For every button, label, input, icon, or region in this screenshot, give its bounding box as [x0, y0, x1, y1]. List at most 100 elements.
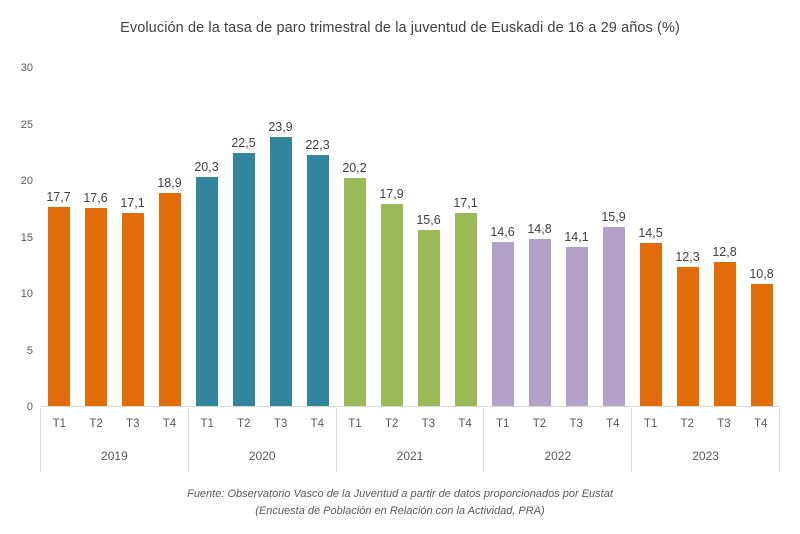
bar-value-label: 12,3: [675, 250, 700, 265]
bar-value-label: 17,9: [379, 187, 404, 202]
bar-group-2019: 17,7 17,6 17,1 18,9: [40, 68, 188, 406]
x-axis: T1 T2 T3 T4 2019 T1 T2 T3 T4 2020 T1 T2 T3 T4 2021 T1 T2…: [40, 408, 780, 472]
bar-value-label: 17,7: [46, 189, 71, 204]
bar-2022-T3: [565, 247, 588, 406]
quarter-label: T4: [310, 418, 324, 430]
x-axis-group-2020: T1 T2 T3 T4 2020: [187, 408, 336, 472]
bar-value-label: 14,1: [564, 230, 589, 245]
y-axis: 0 5 10 15 20 25 30: [0, 62, 33, 413]
bar-slot-2022-T2: 14,8: [521, 68, 558, 406]
bar-slot-2020-T4: 22,3: [299, 68, 336, 406]
bar-2020-T3: [269, 136, 292, 406]
bar-value-label: 14,8: [527, 222, 552, 237]
bar-2021-T3: [417, 230, 440, 406]
bar-2020-T4: [306, 154, 329, 406]
bar-2023-T1: [639, 242, 662, 406]
bar-value-label: 22,5: [231, 135, 256, 150]
source-note-line2: (Encuesta de Población en Relación con l…: [255, 505, 545, 517]
bar-slot-2021-T2: 17,9: [373, 68, 410, 406]
quarter-label-row: T1 T2 T3 T4: [41, 408, 188, 440]
bar-slot-2023-T1: 14,5: [632, 68, 669, 406]
y-axis-tick-label: 25: [20, 118, 33, 131]
bar-2020-T2: [232, 152, 255, 406]
quarter-label: T2: [89, 418, 103, 430]
quarter-label-row: T1 T2 T3 T4: [189, 408, 336, 440]
x-axis-group-2023: T1 T2 T3 T4 2023: [631, 408, 780, 472]
bar-slot-2020-T2: 22,5: [225, 68, 262, 406]
x-axis-group-2022: T1 T2 T3 T4 2022: [483, 408, 631, 472]
year-label: 2021: [396, 449, 424, 463]
source-note-line1: Fuente: Observatorio Vasco de la Juventu…: [187, 488, 613, 500]
bar-group-2020: 20,3 22,5 23,9 22,3: [188, 68, 336, 406]
bar-value-label: 17,1: [453, 196, 478, 211]
bar-slot-2022-T4: 15,9: [595, 68, 632, 406]
year-label: 2019: [101, 449, 128, 463]
bar-group-2021: 20,2 17,9 15,6 17,1: [336, 68, 484, 406]
bar-value-label: 14,5: [638, 225, 663, 240]
year-label: 2023: [692, 449, 719, 463]
bar-slot-2019-T3: 17,1: [114, 68, 151, 406]
bar-2022-T2: [528, 239, 551, 406]
bar-slot-2020-T3: 23,9: [262, 68, 299, 406]
bar-slot-2023-T3: 12,8: [706, 68, 743, 406]
x-axis-group-2021: T1 T2 T3 T4 2021: [335, 408, 484, 472]
quarter-label: T2: [680, 418, 694, 430]
bar-value-label: 17,1: [120, 196, 145, 211]
quarter-label-row: T1 T2 T3 T4: [484, 408, 631, 440]
bar-2019-T1: [47, 206, 70, 406]
bar-2022-T1: [491, 241, 514, 406]
bar-value-label: 23,9: [268, 119, 293, 134]
year-label: 2022: [544, 449, 572, 463]
quarter-label: T1: [200, 418, 214, 430]
quarter-label: T2: [532, 418, 547, 430]
quarter-label: T2: [237, 418, 251, 430]
bar-slot-2023-T4: 10,8: [743, 68, 780, 406]
bar-value-label: 15,9: [601, 209, 626, 224]
bar-slot-2019-T4: 18,9: [151, 68, 188, 406]
y-axis-tick-label: 10: [20, 288, 33, 300]
bar-slot-2019-T2: 17,6: [77, 68, 114, 406]
y-axis-tick-label: 15: [20, 231, 33, 244]
y-axis-tick-label: 0: [26, 401, 33, 413]
bar-group-2023: 14,5 12,3 12,8 10,8: [632, 68, 780, 406]
bar-value-label: 20,3: [194, 160, 219, 175]
year-label: 2020: [248, 449, 276, 463]
bar-slot-2021-T4: 17,1: [447, 68, 484, 406]
bar-2021-T4: [454, 213, 477, 406]
x-axis-group-2019: T1 T2 T3 T4 2019: [40, 408, 188, 472]
y-axis-tick-label: 20: [20, 175, 33, 187]
bar-slot-2021-T3: 15,6: [410, 68, 447, 406]
bar-value-label: 15,6: [416, 213, 441, 228]
bar-2021-T1: [343, 178, 366, 406]
bar-2023-T3: [713, 261, 736, 406]
quarter-label: T4: [458, 418, 472, 430]
bar-2019-T2: [84, 207, 107, 406]
y-axis-tick-label: 5: [26, 344, 33, 357]
quarter-label: T3: [717, 418, 731, 430]
quarter-label: T2: [384, 418, 399, 430]
chart-title: Evolución de la tasa de paro trimestral …: [120, 20, 680, 36]
bar-slot-2019-T1: 17,7: [40, 68, 77, 406]
quarter-label: T3: [569, 418, 583, 430]
bar-slot-2023-T2: 12,3: [669, 68, 706, 406]
bar-value-label: 18,9: [157, 176, 182, 191]
quarter-label: T1: [496, 418, 510, 430]
bar-value-label: 14,6: [490, 224, 515, 239]
bar-2023-T2: [676, 267, 699, 406]
bar-value-label: 10,8: [749, 267, 774, 282]
quarter-label: T4: [753, 418, 768, 430]
bar-slot-2022-T3: 14,1: [558, 68, 595, 406]
bar-value-label: 22,3: [305, 137, 330, 152]
quarter-label-row: T1 T2 T3 T4: [337, 408, 484, 440]
bar-2023-T4: [750, 284, 773, 406]
bar-2019-T3: [121, 213, 144, 406]
bar-group-2022: 14,6 14,8 14,1 15,9: [484, 68, 632, 406]
bar-slot-2020-T1: 20,3: [188, 68, 225, 406]
bar-2019-T4: [158, 193, 181, 406]
quarter-label: T1: [643, 418, 658, 430]
bar-value-label: 20,2: [342, 161, 367, 176]
bar-value-label: 12,8: [712, 244, 737, 259]
source-note: Fuente: Observatorio Vasco de la Juventu…: [0, 486, 800, 520]
bar-value-label: 17,6: [83, 190, 108, 205]
